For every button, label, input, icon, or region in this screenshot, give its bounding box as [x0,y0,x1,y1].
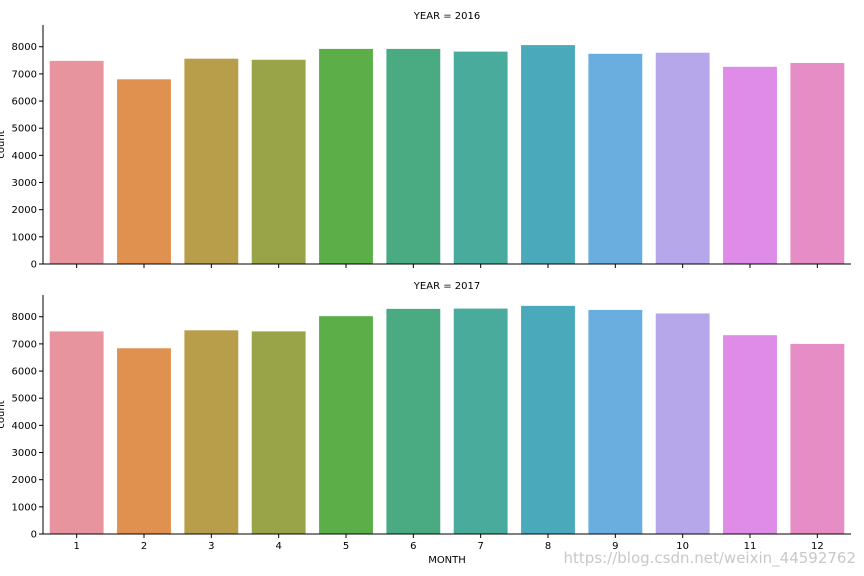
bar-month-4 [251,59,306,264]
bar-month-9 [588,309,643,534]
bar-month-4 [251,331,306,534]
y-tick-label: 5000 [12,394,37,405]
panel-2016: YEAR = 2016 0 1000 2000 3000 4000 5000 6000 7000… [0,11,851,271]
y-tick-label: 3000 [12,178,37,189]
bar-month-1 [49,60,104,264]
y-tick-label: 8000 [12,42,37,53]
bar-month-2 [117,348,171,534]
bar-month-12 [790,343,845,534]
panel-title: YEAR = 2017 [413,281,480,292]
bar-month-3 [184,58,239,264]
y-tick-label: 7000 [12,339,37,350]
bar-month-11 [723,66,777,264]
bar-month-11 [723,335,777,534]
bar-month-1 [49,331,104,534]
x-tick-label: 7 [477,541,483,552]
bar-month-10 [655,313,710,534]
y-tick-label: 6000 [12,367,37,378]
panel-title: YEAR = 2016 [413,11,480,22]
y-tick-label: 0 [31,260,37,271]
y-tick-label: 5000 [12,124,37,135]
x-tick-label: 5 [343,541,349,552]
panel-2017: YEAR = 2017 0 1000 2000 3000 4000 5000 6000 7000… [0,281,851,552]
bar-month-5 [319,48,373,265]
watermark-text: https://blog.csdn.net/weixin_44592762 [563,549,856,568]
bar-month-3 [184,330,239,534]
y-tick-label: 1000 [12,232,37,243]
bar-month-2 [117,79,171,265]
x-tick-label: 11 [744,541,757,552]
x-tick-label: 10 [676,541,689,552]
y-tick-label: 7000 [12,69,37,80]
x-tick-label: 1 [73,541,79,552]
bar-month-5 [319,316,373,534]
y-tick-label: 1000 [12,502,37,513]
y-axis-label: count [0,130,7,158]
x-tick-label: 2 [141,541,147,552]
y-tick-label: 2000 [12,475,37,486]
bar-month-12 [790,63,845,264]
bar-month-6 [386,308,441,534]
x-tick-label: 9 [612,541,618,552]
y-tick-label: 4000 [12,151,37,162]
x-tick-label: 8 [545,541,551,552]
bar-month-7 [453,51,508,265]
bar-month-10 [655,52,710,265]
bar-month-6 [386,48,441,265]
y-tick-label: 0 [31,530,37,541]
y-tick-label: 2000 [12,205,37,216]
x-axis-label: MONTH [428,555,466,566]
x-tick-label: 3 [208,541,214,552]
x-tick-label: 4 [275,541,281,552]
bar-month-7 [453,308,508,534]
y-tick-label: 8000 [12,312,37,323]
y-tick-label: 3000 [12,448,37,459]
x-tick-label: 12 [811,541,824,552]
bar-month-9 [588,53,643,264]
x-tick-label: 6 [410,541,416,552]
y-tick-label: 4000 [12,421,37,432]
y-axis-label: count [0,400,7,428]
y-tick-label: 6000 [12,97,37,108]
bar-month-8 [521,305,575,534]
bar-month-8 [521,45,575,264]
